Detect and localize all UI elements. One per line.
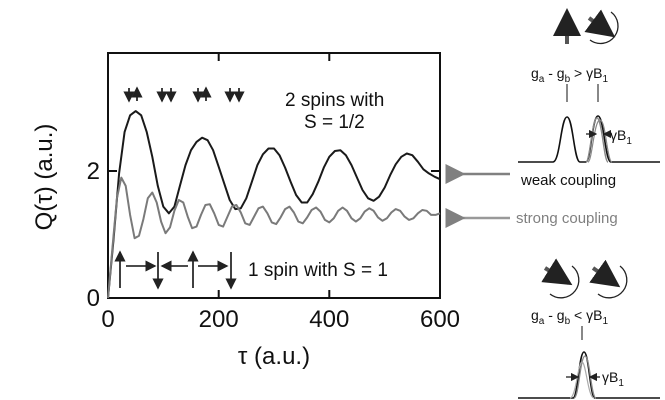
x-tick-label-0: 0: [101, 306, 114, 333]
two-spins-label-line1: 2 spins with: [285, 90, 384, 111]
weak-coupling-label: weak coupling: [520, 172, 616, 189]
x-tick-label-600: 600: [420, 306, 460, 333]
series-layer: [107, 110, 441, 299]
weak-coupling-spectrum-icon: [518, 84, 660, 163]
one-spin-label: 1 spin with S = 1: [248, 260, 388, 281]
series-line-1: [107, 176, 441, 299]
gamma-b1-top: γB1: [610, 127, 632, 147]
ticks: [108, 53, 440, 298]
strong-coupling-label: strong coupling: [516, 210, 618, 227]
plot-frame: [107, 52, 441, 299]
gap-strong-condition: ga - gb < γB1: [531, 307, 608, 327]
gamma-b1-bottom: γB1: [602, 369, 624, 389]
y-tick-label-2: 2: [87, 158, 100, 185]
x-tick-label-200: 200: [199, 306, 239, 333]
x-axis-title: τ (a.u.): [238, 343, 310, 370]
spin-pairs-icon: [123, 86, 245, 103]
weak-coupling-spins-icon: [553, 8, 619, 45]
y-tick-label-0: 0: [87, 285, 100, 312]
two-spins-label-line2: S = 1/2: [304, 112, 365, 133]
y-axis-title: Q(τ) (a.u.): [31, 124, 58, 231]
x-tick-label-400: 400: [309, 306, 349, 333]
strong-coupling-spins-icon: [541, 258, 628, 299]
single-spin-arrows-icon: [114, 250, 237, 290]
gap-weak-condition: ga - gb > γB1: [531, 65, 608, 85]
series-line-0: [107, 110, 441, 299]
strong-coupling-spectrum-icon: [518, 326, 660, 399]
